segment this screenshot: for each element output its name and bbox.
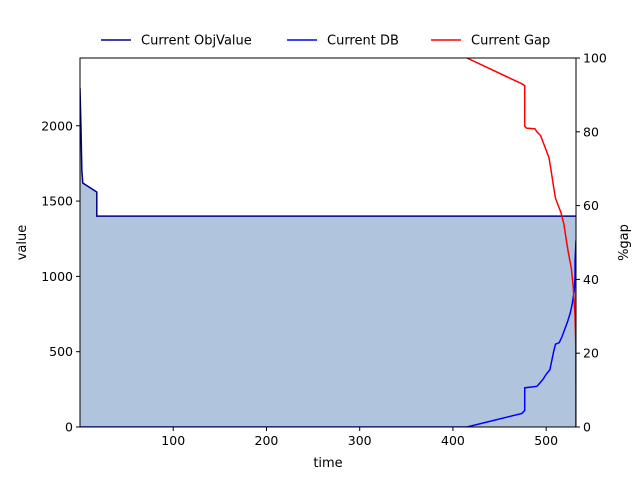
x-tick-label: 500 [534,433,558,448]
legend-label: Current ObjValue [141,34,252,49]
series-line-current-db [80,240,576,427]
y2-tick-label: 80 [583,124,599,139]
x-tick-label: 300 [348,433,372,448]
x-axis-label: time [313,456,342,471]
legend-label: Current Gap [471,34,550,49]
y-tick-label: 0 [65,420,73,435]
x-tick-label: 200 [255,433,279,448]
y2-tick-label: 20 [583,346,599,361]
x-tick-label: 400 [441,433,465,448]
objvalue-area-fill [80,88,576,427]
series-line-current-gap [466,58,576,383]
plot-area [80,58,576,427]
x-tick-label: 100 [161,433,185,448]
legend-label: Current DB [327,34,399,49]
y2-tick-label: 40 [583,272,599,287]
y2-tick-label: 60 [583,198,599,213]
y-axis-label: value [15,225,30,261]
y2-tick-label: 0 [583,420,591,435]
legend: Current ObjValue Current DB Current Gap [101,34,550,49]
series-line-current-objvalue [80,88,576,217]
y2-tick-label: 100 [583,51,607,66]
plot-frame [79,57,577,428]
y2-axis-label: %gap [617,224,632,261]
y-tick-label: 1500 [41,194,73,209]
y-tick-label: 2000 [41,118,73,133]
y-tick-label: 500 [49,344,73,359]
axes: 100 200 300 400 500 0 500 1000 1500 2000 0 20 40 60 80… [41,51,607,449]
y-tick-label: 1000 [41,269,73,284]
